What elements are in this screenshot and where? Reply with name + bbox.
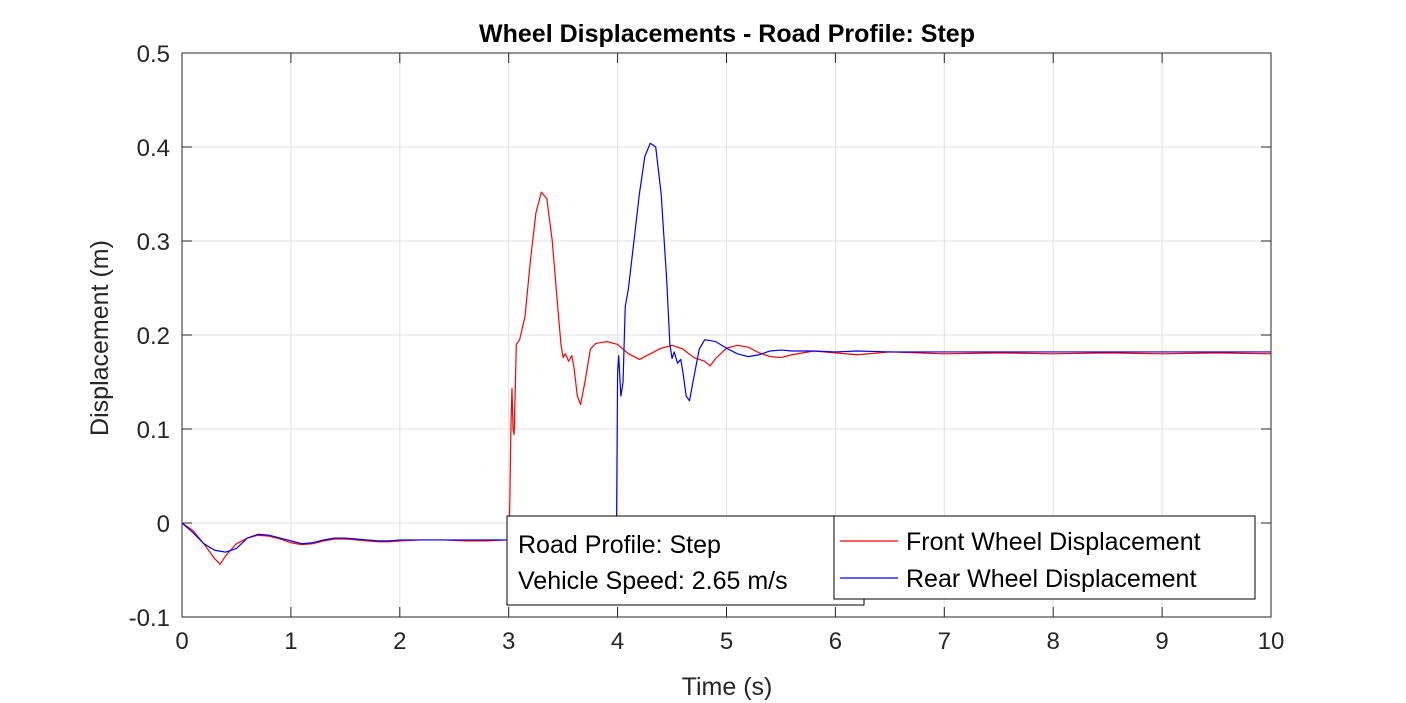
x-tick-label: 3: [502, 628, 515, 655]
x-tick-label: 2: [393, 628, 406, 655]
legend-label-rear: Rear Wheel Displacement: [906, 565, 1196, 593]
annotation-line-vehicle-speed: Vehicle Speed: 2.65 m/s: [518, 567, 788, 595]
y-tick-label: 0: [157, 511, 170, 538]
y-tick-label: 0.3: [137, 229, 170, 256]
x-tick-label: 5: [720, 628, 733, 655]
x-axis-label: Time (s): [682, 673, 773, 701]
legend-label-front: Front Wheel Displacement: [906, 528, 1201, 556]
y-tick-label: 0.4: [137, 135, 170, 162]
x-tick-label: 4: [611, 628, 624, 655]
y-tick-label: 0.1: [137, 417, 170, 444]
x-tick-label: 0: [175, 628, 188, 655]
annotation-box-frame: [506, 515, 865, 606]
legend-frame: [833, 515, 1256, 600]
x-tick-label: 9: [1155, 628, 1168, 655]
x-tick-label: 7: [938, 628, 951, 655]
y-tick-label: 0.2: [137, 323, 170, 350]
annotation-line-road-profile: Road Profile: Step: [518, 531, 721, 559]
y-tick-label: -0.1: [129, 605, 170, 632]
annotation-box: Road Profile: Step Vehicle Speed: 2.65 m…: [506, 515, 865, 606]
axis-ticks: 0 1 2 3 4 5 6 7 8 9 10-0.100.10.20.30.40.5: [129, 41, 1285, 655]
y-axis-label: Displacement (m): [86, 240, 114, 436]
legend: Front Wheel Displacement Rear Wheel Disp…: [833, 515, 1256, 600]
x-tick-label: 10: [1258, 628, 1285, 655]
x-tick-label: 1: [284, 628, 297, 655]
chart-title: Wheel Displacements - Road Profile: Step: [479, 20, 975, 48]
rear-wheel-displacement-line: [181, 142, 1271, 553]
series-lines: [181, 142, 1272, 565]
x-tick-label: 6: [829, 628, 842, 655]
x-tick-label: 8: [1047, 628, 1060, 655]
y-tick-label: 0.5: [137, 41, 170, 68]
